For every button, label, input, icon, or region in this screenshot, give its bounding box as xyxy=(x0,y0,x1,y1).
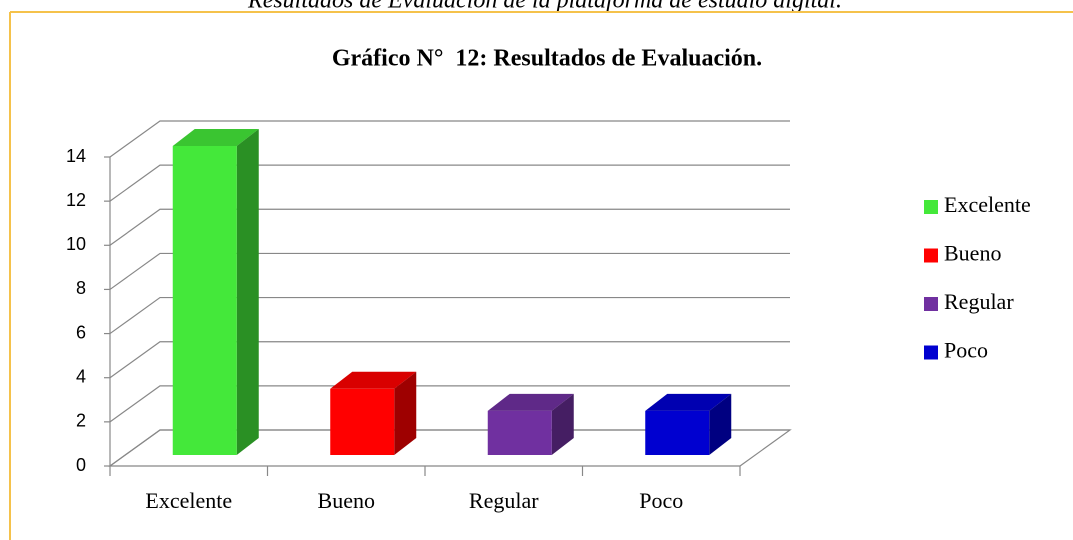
grid-line xyxy=(109,429,790,467)
legend-label: Poco xyxy=(944,338,988,363)
bar-top xyxy=(330,371,417,389)
bar-side xyxy=(709,393,732,455)
bar xyxy=(645,410,710,455)
bar xyxy=(487,410,552,455)
grid-line xyxy=(109,208,790,246)
legend-swatch xyxy=(924,345,938,360)
bar xyxy=(172,146,237,455)
x-tick-label: Regular xyxy=(469,488,539,513)
bar-side xyxy=(236,129,259,455)
bar-top xyxy=(487,393,574,411)
caption: Resultados de Evaluación de la plataform… xyxy=(247,0,842,14)
grid-line xyxy=(109,164,790,202)
chart-background xyxy=(0,14,1073,540)
legend-label: Bueno xyxy=(944,241,1001,266)
bar xyxy=(330,388,395,455)
legend-label: Excelente xyxy=(944,192,1031,217)
legend-swatch xyxy=(924,248,938,263)
x-tick-label: Bueno xyxy=(318,488,375,513)
y-tick-label: 0 xyxy=(76,455,86,475)
y-tick-label: 4 xyxy=(76,366,86,386)
y-tick-label: 14 xyxy=(66,146,86,166)
grid-line xyxy=(109,296,790,335)
y-tick-label: 6 xyxy=(76,322,86,342)
grid-line xyxy=(109,120,790,158)
y-tick-label: 2 xyxy=(76,411,86,431)
grid-line xyxy=(109,252,790,290)
bar-top xyxy=(645,393,732,411)
grid-line xyxy=(109,385,790,423)
x-tick-label: Poco xyxy=(639,488,683,513)
legend-swatch xyxy=(924,200,938,214)
legend-swatch xyxy=(924,297,938,311)
grid-line xyxy=(109,341,790,379)
legend-label: Regular xyxy=(944,289,1014,314)
bar-side xyxy=(394,371,417,455)
y-tick-label: 8 xyxy=(76,278,86,298)
bar-top xyxy=(172,129,259,146)
x-tick-label: Excelente xyxy=(145,488,232,513)
y-tick-label: 12 xyxy=(66,190,86,210)
chart-title: Gráfico N° 12: Resultados de Evaluación. xyxy=(332,46,762,72)
y-tick-label: 10 xyxy=(66,234,86,254)
bar-side xyxy=(551,393,574,455)
